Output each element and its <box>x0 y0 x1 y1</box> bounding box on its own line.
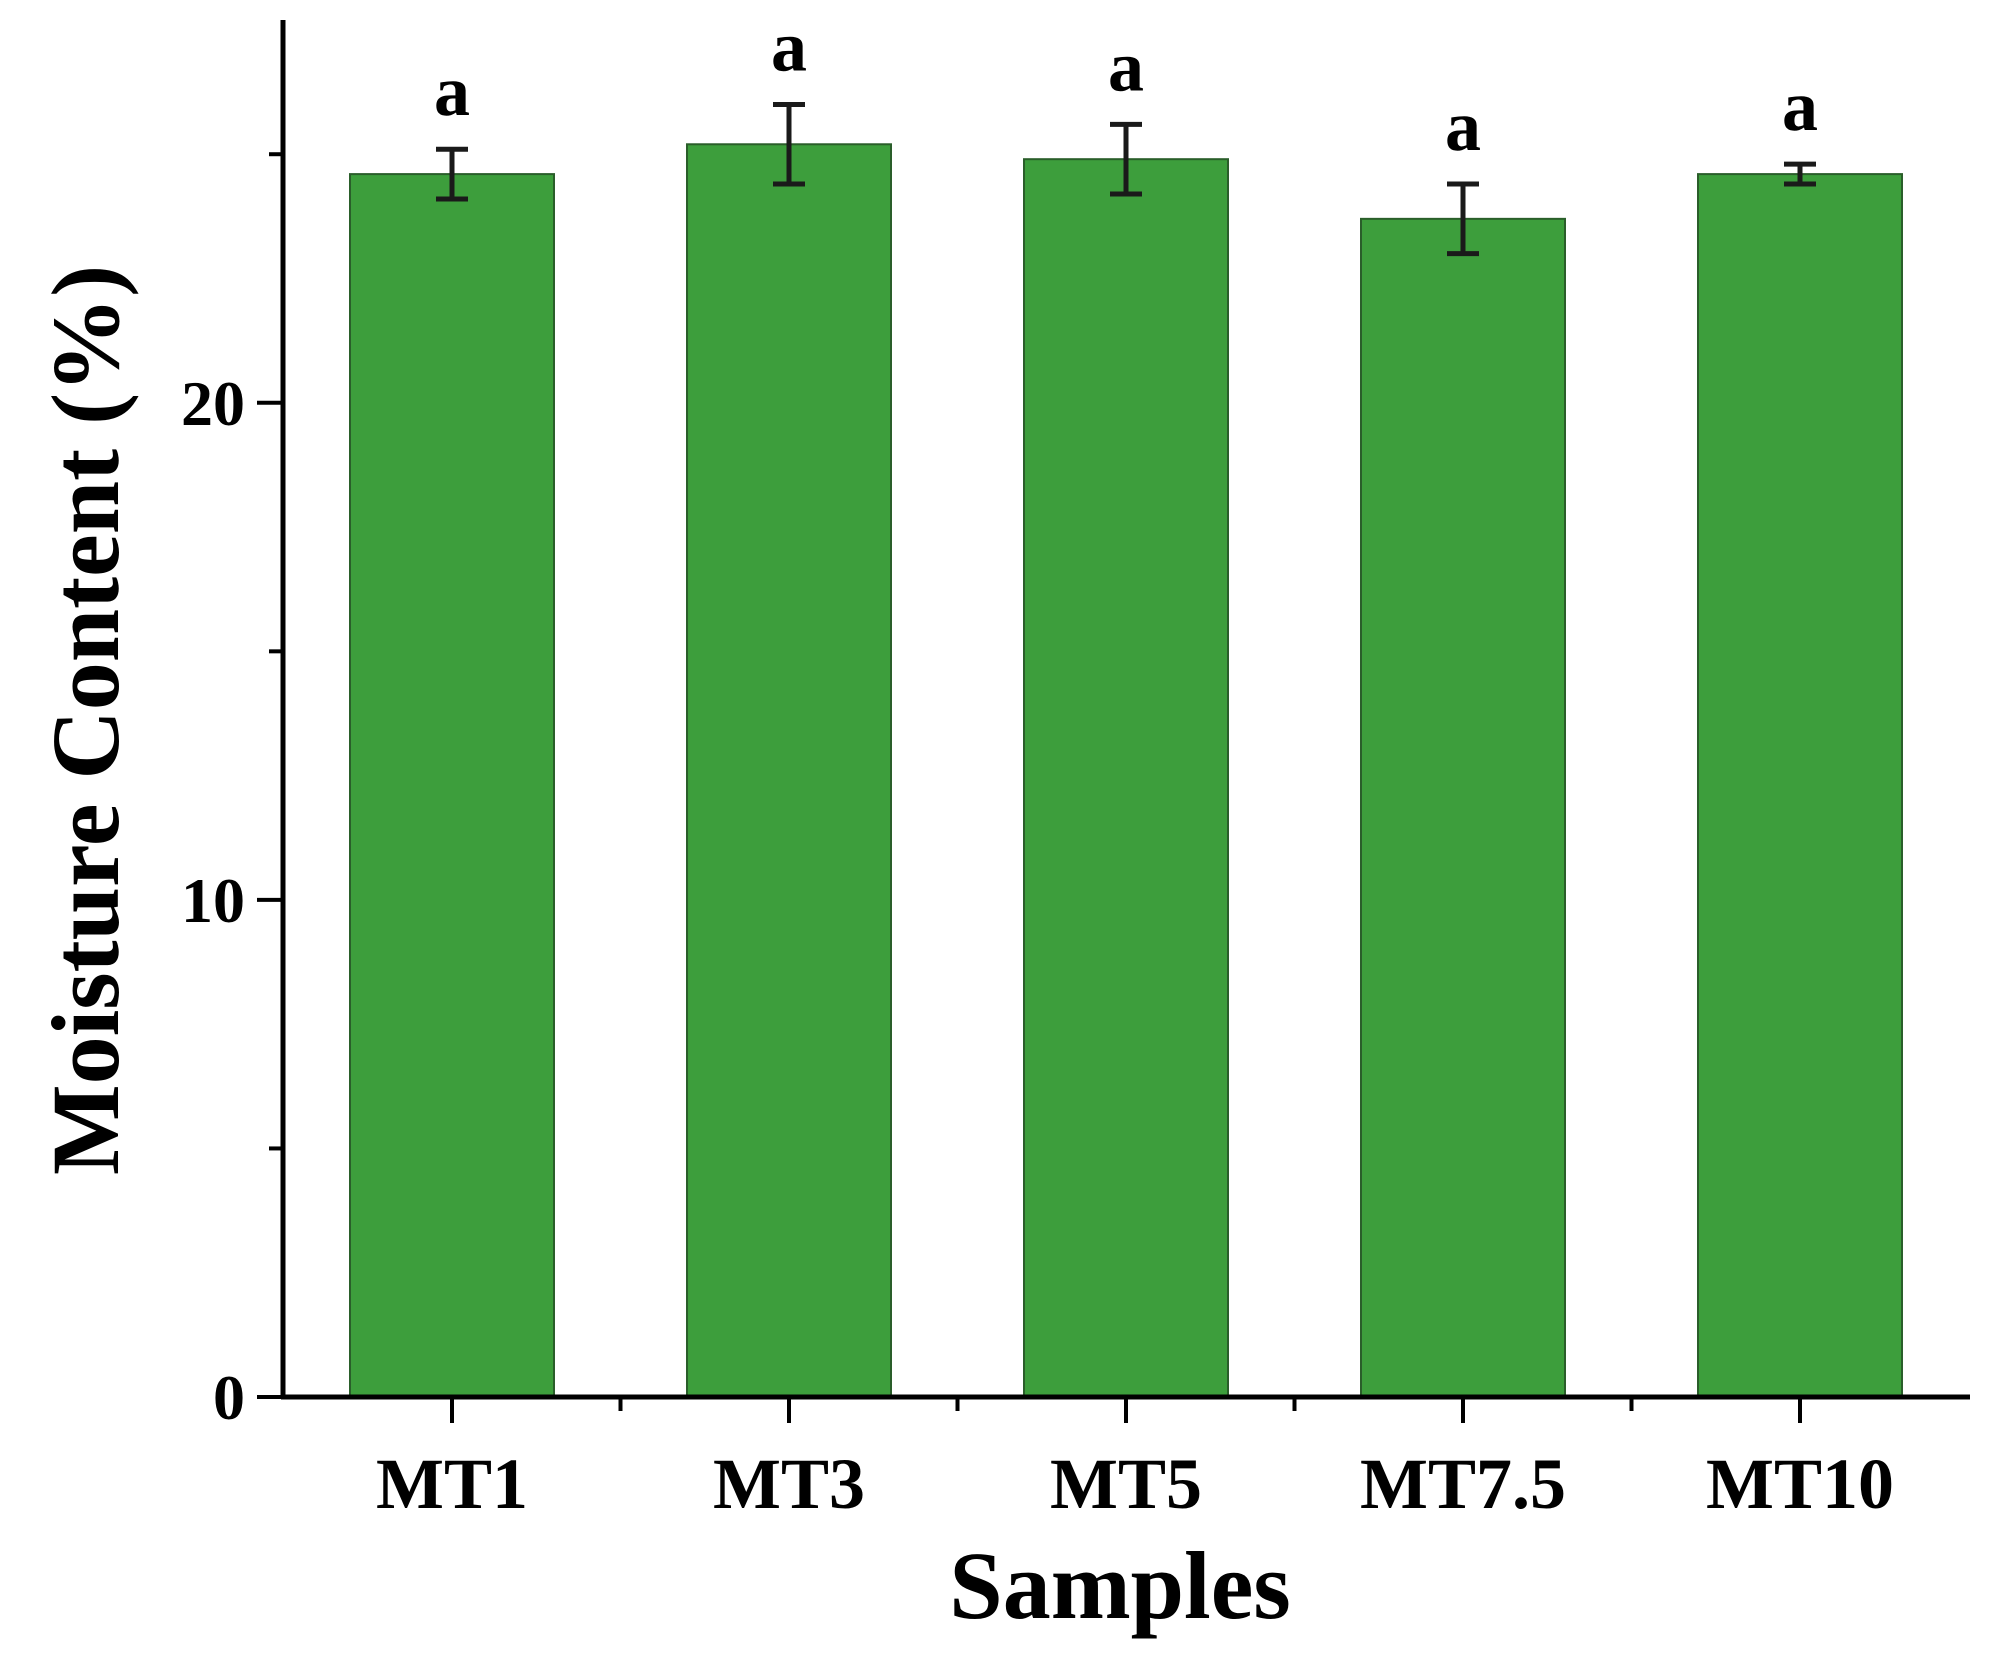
bar-MT3 <box>686 143 892 1399</box>
error-bars-group <box>436 102 1816 257</box>
y-tick-label-20: 20 <box>181 368 245 439</box>
significance-labels-group: aa aa a <box>434 7 1818 167</box>
x-ticks-group: MT1 MT3 MT5 MT7.5 MT10 <box>376 1397 1894 1524</box>
bar-MT1 <box>349 173 555 1398</box>
x-axis-title: Samples <box>949 1532 1290 1639</box>
x-tick-label-MT5: MT5 <box>1050 1444 1202 1524</box>
x-tick-label-MT10: MT10 <box>1706 1444 1894 1524</box>
significance-label-MT1: a <box>434 51 470 131</box>
significance-label-MT5: a <box>1108 26 1144 106</box>
bar-MT10 <box>1697 173 1903 1398</box>
x-tick-label-MT7.5: MT7.5 <box>1360 1444 1566 1524</box>
bar-MT5 <box>1023 158 1229 1399</box>
x-tick-label-MT1: MT1 <box>376 1444 528 1524</box>
error-bar-MT1 <box>436 146 468 202</box>
bar-MT7.5 <box>1360 217 1566 1399</box>
x-tick-label-MT3: MT3 <box>713 1444 865 1524</box>
significance-label-MT3: a <box>771 7 807 87</box>
error-bar-MT7.5 <box>1447 181 1479 257</box>
error-bar-MT5 <box>1110 121 1142 197</box>
y-tick-label-0: 0 <box>213 1362 245 1433</box>
y-tick-label-10: 10 <box>181 865 245 936</box>
y-axis-title: Moisture Content (%) <box>32 265 139 1175</box>
y-ticks-group: 0 10 20 <box>181 152 283 1433</box>
significance-label-MT10: a <box>1782 66 1818 146</box>
error-bar-MT10 <box>1784 161 1816 187</box>
significance-label-MT7.5: a <box>1445 86 1481 166</box>
bars-group <box>349 143 1903 1399</box>
error-bar-MT3 <box>773 102 805 187</box>
